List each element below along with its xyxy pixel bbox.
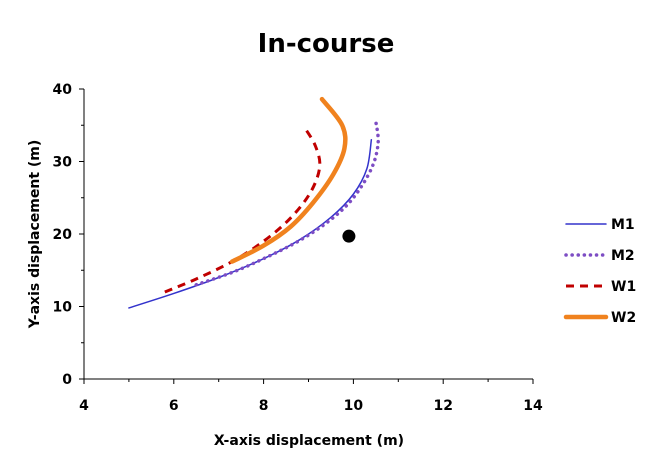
legend-label-w2: W2 [611, 310, 636, 326]
x-tick-label: 4 [79, 398, 89, 414]
y-tick-label: 30 [53, 155, 73, 171]
legend: M1 M2 W1 W2 [563, 217, 636, 326]
x-tick-label: 14 [523, 398, 543, 414]
series-line-w1 [164, 125, 322, 294]
x-tick-label: 10 [344, 398, 364, 414]
legend-label-m2: M2 [611, 248, 635, 264]
plot-area: 0 10 20 30 40 4 6 8 10 12 14 [53, 82, 543, 414]
x-tick-label: 12 [433, 398, 452, 414]
y-tick-label: 20 [53, 227, 73, 243]
y-axis-label: Y-axis displacement (m) [27, 140, 43, 330]
x-tick-label: 6 [169, 398, 179, 414]
marker-point [342, 229, 356, 243]
chart-title: In-course [258, 29, 395, 59]
y-tick-label: 0 [62, 372, 72, 388]
x-axis-label: X-axis displacement (m) [214, 433, 404, 449]
y-tick-label: 10 [53, 300, 73, 316]
series-line-m2 [194, 119, 380, 287]
y-tick-label: 40 [53, 82, 73, 98]
legend-label-w1: W1 [611, 279, 636, 295]
legend-label-m1: M1 [611, 217, 635, 233]
series-line-w2 [229, 96, 348, 264]
series-line-m1 [128, 139, 373, 309]
x-tick-label: 8 [259, 398, 269, 414]
